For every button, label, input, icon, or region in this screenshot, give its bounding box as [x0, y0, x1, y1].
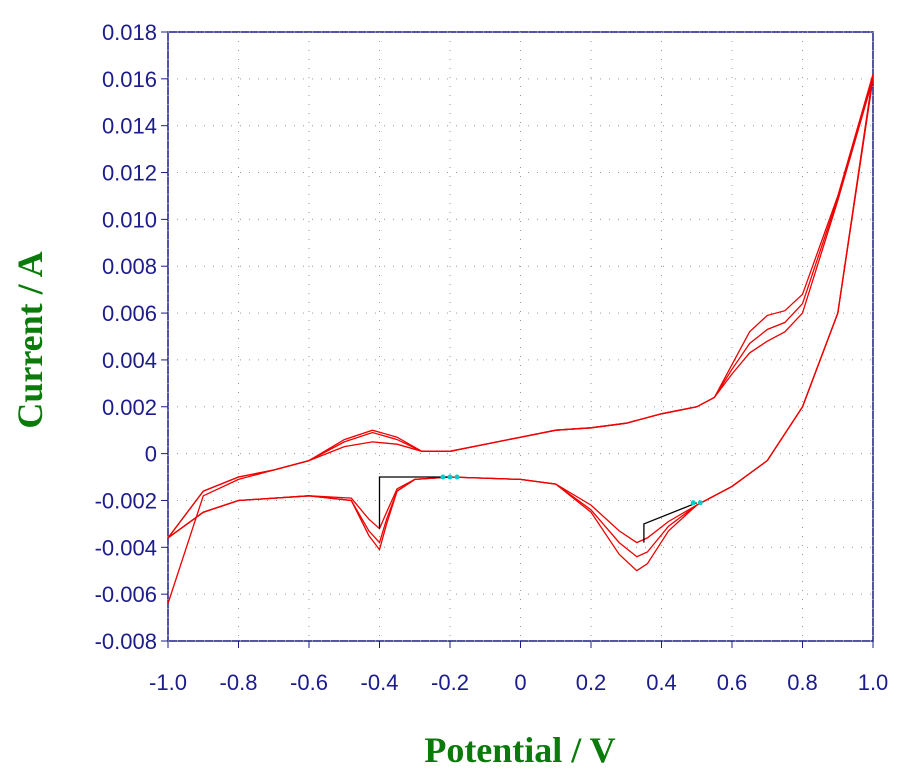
- plot-frame: [167, 31, 874, 642]
- cv-curve: [167, 76, 874, 558]
- y-axis-label: Current / A: [10, 251, 50, 428]
- x-tick-label: -0.6: [290, 670, 328, 695]
- y-tick-label: -0.008: [95, 629, 157, 654]
- y-tick-label: -0.004: [95, 535, 157, 560]
- y-tick-label: 0.008: [102, 254, 157, 279]
- cv-curve: [167, 74, 874, 572]
- x-tick-label: 0.6: [717, 670, 748, 695]
- cv-curve: [167, 78, 874, 604]
- y-tick-label: 0.016: [102, 67, 157, 92]
- y-tick-label: -0.006: [95, 582, 157, 607]
- x-tick-label: 0.4: [646, 670, 677, 695]
- x-tick-label: 0.8: [787, 670, 818, 695]
- marker: [440, 474, 446, 480]
- y-tick-label: 0.012: [102, 161, 157, 186]
- x-tick-label: -0.4: [361, 670, 399, 695]
- marker: [447, 474, 453, 480]
- y-tick-label: 0.014: [102, 114, 157, 139]
- x-axis-label: Potential / V: [424, 730, 615, 770]
- x-tick-label: 0: [514, 670, 526, 695]
- x-tick-label: 1.0: [858, 670, 889, 695]
- y-tick-label: 0.006: [102, 301, 157, 326]
- marker: [454, 474, 460, 480]
- y-tick-label: -0.002: [95, 488, 157, 513]
- x-tick-label: -0.8: [220, 670, 258, 695]
- y-tick-label: 0.004: [102, 348, 157, 373]
- y-tick-label: 0.010: [102, 207, 157, 232]
- x-tick-label: 0.2: [576, 670, 607, 695]
- cv-curve: [643, 502, 698, 543]
- x-tick-label: -1.0: [149, 670, 187, 695]
- y-tick-label: 0: [145, 442, 157, 467]
- y-tick-label: 0.018: [102, 20, 157, 45]
- marker: [697, 500, 703, 506]
- y-tick-label: 0.002: [102, 395, 157, 420]
- x-tick-label: -0.2: [431, 670, 469, 695]
- marker: [690, 500, 696, 506]
- cv-curve: [378, 476, 450, 529]
